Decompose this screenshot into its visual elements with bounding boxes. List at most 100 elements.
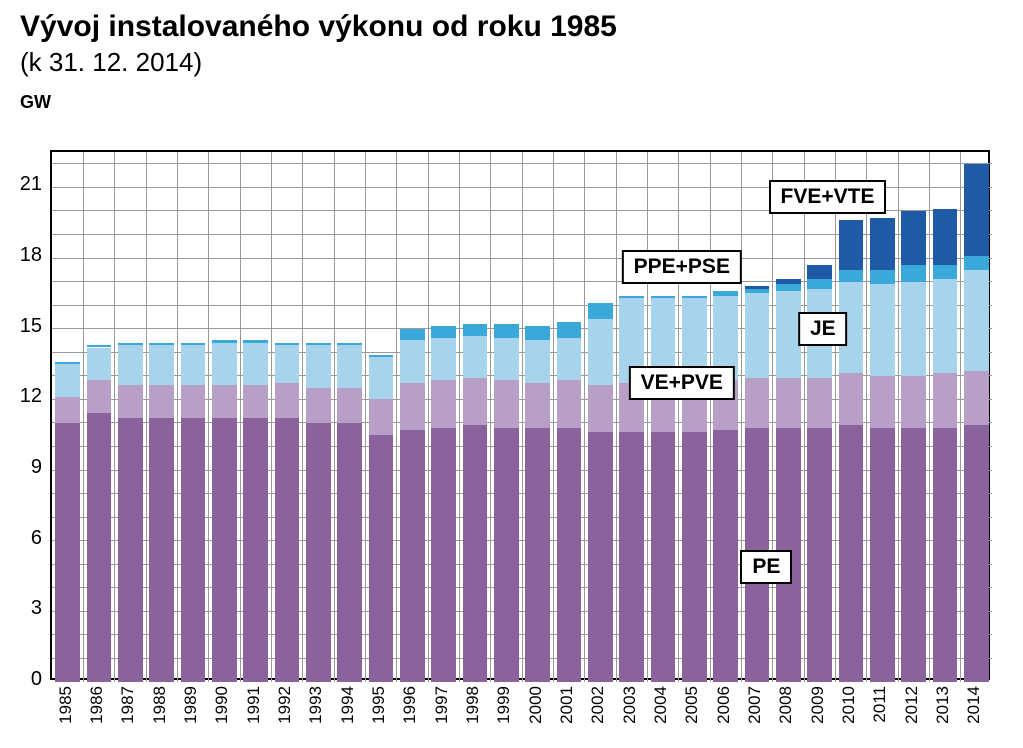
grid-vline [302,152,303,682]
bar-segment [964,371,988,425]
bar-segment [745,286,769,288]
y-tick-label: 0 [31,668,42,691]
bar-segment [243,340,267,342]
chart-area: FVE+VTEPPE+PSEJEVE+PVEPE 036912151821198… [0,0,1023,748]
bar-segment [87,380,111,413]
grid-vline [647,152,648,682]
bar-segment [870,376,894,428]
bar-segment [431,428,455,682]
bar-segment [588,432,612,682]
bar-segment [901,211,925,265]
bar-segment [901,282,925,376]
bar-segment [55,423,79,682]
bar-segment [933,373,957,427]
bar-segment [431,338,455,380]
bar-segment [306,388,330,423]
bar-segment [55,397,79,423]
bar-segment [149,345,173,385]
bar-segment [55,362,79,364]
bar-segment [745,378,769,427]
bar-segment [682,296,706,298]
x-tick-label: 1993 [306,686,326,724]
legend-item: PPE+PSE [622,250,742,284]
bar-segment [839,373,863,425]
grid-vline [584,152,585,682]
bar-segment [588,303,612,319]
grid-vline [396,152,397,682]
bar-segment [87,413,111,682]
bar-segment [776,284,800,291]
bar-segment [588,319,612,385]
bar-segment [149,343,173,345]
x-tick-label: 1988 [150,686,170,724]
bar-segment [431,380,455,427]
bar-segment [901,428,925,682]
bar-segment [87,345,111,347]
bar-segment [212,385,236,418]
x-tick-label: 2007 [745,686,765,724]
bar-segment [181,345,205,385]
grid-vline [365,152,366,682]
y-tick-label: 21 [20,173,42,196]
bar-segment [588,385,612,432]
bar-segment [776,291,800,378]
bar-segment [525,383,549,428]
bar-segment [463,324,487,336]
bar-segment [87,348,111,381]
x-tick-label: 2003 [620,686,640,724]
grid-vline [146,152,147,682]
bar-segment [745,293,769,378]
legend-item: JE [798,312,848,346]
bar-segment [369,435,393,682]
x-tick-label: 1987 [118,686,138,724]
bar-segment [400,430,424,682]
y-tick-label: 15 [20,315,42,338]
bar-segment [557,428,581,682]
grid-vline [616,152,617,682]
x-tick-label: 2002 [588,686,608,724]
grid-vline [490,152,491,682]
bar-segment [807,428,831,682]
grid-vline [553,152,554,682]
bar-segment [337,345,361,387]
grid-vline [114,152,115,682]
bar-segment [181,418,205,682]
bar-segment [118,343,142,345]
bar-segment [212,340,236,342]
bar-segment [651,296,675,298]
grid-vline [522,152,523,682]
bar-segment [400,329,424,341]
y-tick-label: 9 [31,456,42,479]
bar-segment [118,345,142,385]
bar-segment [933,279,957,373]
x-tick-label: 1990 [212,686,232,724]
grid-vline [428,152,429,682]
grid-vline [804,152,805,682]
bar-segment [619,296,643,298]
x-tick-label: 1999 [494,686,514,724]
bar-segment [118,385,142,418]
y-tick-label: 12 [20,385,42,408]
x-tick-label: 2001 [557,686,577,724]
grid-vline [835,152,836,682]
y-tick-label: 6 [31,527,42,550]
bar-segment [557,380,581,427]
grid-vline [898,152,899,682]
x-tick-label: 1986 [87,686,107,724]
bar-segment [306,345,330,387]
y-tick-label: 18 [20,244,42,267]
bar-segment [713,430,737,682]
grid-vline [334,152,335,682]
bar-segment [745,289,769,294]
grid-vline [208,152,209,682]
bar-segment [275,345,299,383]
bar-segment [557,322,581,338]
bar-segment [839,425,863,682]
bar-segment [870,428,894,682]
bar-segment [525,326,549,340]
y-tick-label: 3 [31,597,42,620]
bar-segment [964,164,988,256]
bar-segment [463,425,487,682]
x-tick-label: 2013 [933,686,953,724]
bar-segment [776,279,800,284]
